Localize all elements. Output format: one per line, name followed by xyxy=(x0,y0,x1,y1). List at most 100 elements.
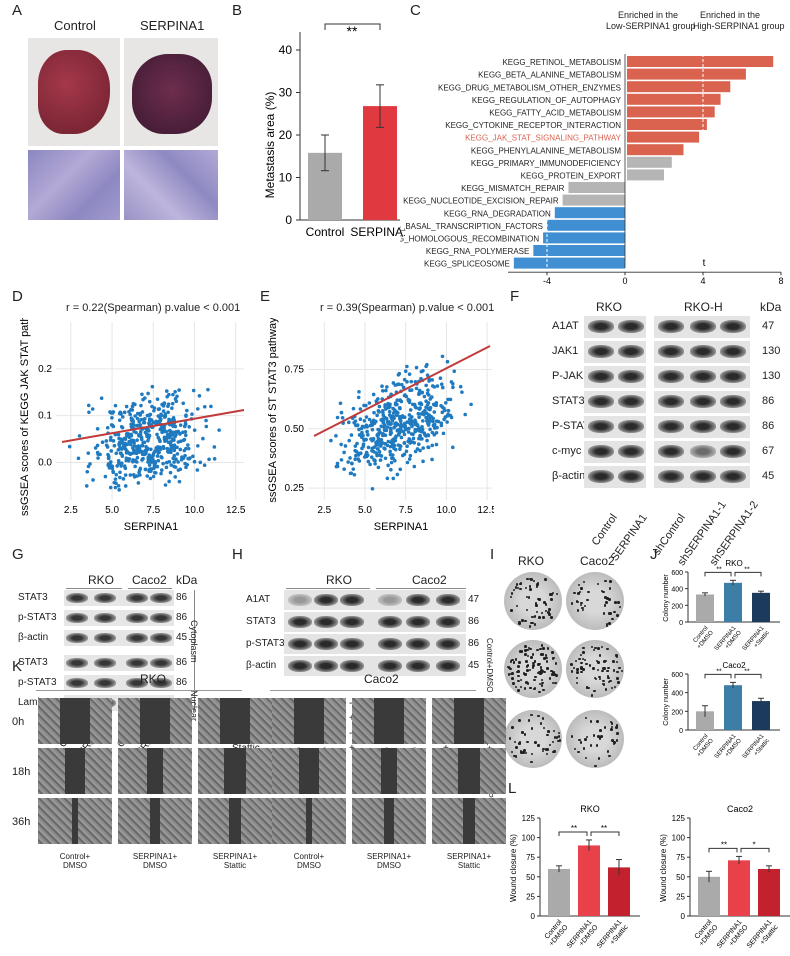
e-point xyxy=(339,458,344,462)
colony xyxy=(530,727,534,730)
colony xyxy=(582,580,586,584)
e-point xyxy=(426,388,430,392)
d-xtick: 7.5 xyxy=(146,505,160,516)
d-point xyxy=(133,458,137,463)
d-point xyxy=(125,449,129,454)
e-point xyxy=(362,425,367,429)
h-group-line xyxy=(376,588,466,589)
d-point xyxy=(209,404,213,409)
e-point xyxy=(409,379,414,384)
l-caco2-sig: * xyxy=(752,840,755,849)
d-point xyxy=(179,457,184,462)
l-caco2-ytick: 75 xyxy=(676,853,685,862)
k-col-label: SERPINA1+ DMSO xyxy=(132,852,178,870)
l-caco2-bar xyxy=(758,868,780,916)
blot-band xyxy=(588,445,614,458)
panel-label-a: A xyxy=(12,2,23,19)
colony xyxy=(604,659,608,663)
d-point xyxy=(118,445,122,450)
blot-band xyxy=(690,445,716,458)
g-lane-bg xyxy=(64,610,174,626)
e-point xyxy=(398,418,403,422)
e-point xyxy=(362,418,367,423)
colony xyxy=(597,757,601,760)
wound-gap xyxy=(294,698,324,744)
d-point xyxy=(176,460,180,464)
e-point xyxy=(353,448,357,453)
g-kda: kDa xyxy=(176,573,198,587)
e-point xyxy=(379,424,383,429)
panel-label-h: H xyxy=(232,546,243,563)
f-band-label: JAK1 xyxy=(552,345,579,357)
d-point xyxy=(121,477,126,481)
e-point xyxy=(334,434,338,438)
e-point xyxy=(399,427,403,432)
j-caco2-ytick: 600 xyxy=(671,672,683,679)
d-point xyxy=(186,446,191,451)
colony xyxy=(597,661,600,664)
e-point xyxy=(413,422,418,427)
d-point xyxy=(171,392,175,397)
wound-gap xyxy=(150,798,160,844)
d-point xyxy=(204,418,208,423)
colony xyxy=(532,664,535,667)
d-point xyxy=(137,419,141,424)
d-point xyxy=(114,451,119,456)
j-rko-ytick: 0 xyxy=(679,620,683,627)
colony xyxy=(601,669,604,673)
colony xyxy=(555,674,558,677)
colony xyxy=(532,579,536,583)
d-point xyxy=(155,464,160,469)
l-caco2-xlabel: SERPINA1+DMSO xyxy=(716,918,750,955)
wound-image xyxy=(38,698,112,744)
e-point xyxy=(351,406,356,411)
colony xyxy=(538,662,541,666)
colony-plate xyxy=(504,640,562,698)
colony xyxy=(578,657,581,661)
h-group-line xyxy=(286,588,370,589)
blot-band xyxy=(340,638,364,650)
colony xyxy=(616,677,619,680)
d-point xyxy=(162,415,167,419)
e-point xyxy=(419,390,424,395)
d-point xyxy=(147,399,152,404)
colony xyxy=(594,677,598,681)
d-point xyxy=(116,484,121,488)
colony xyxy=(533,678,536,682)
f-kda: kDa xyxy=(760,300,782,314)
d-point xyxy=(146,427,150,432)
f-band-label: c-myc xyxy=(552,445,582,457)
e-point xyxy=(388,404,392,409)
e-point xyxy=(383,456,388,461)
blot-band xyxy=(288,660,312,672)
e-point xyxy=(388,426,393,431)
blot-band xyxy=(288,594,312,606)
e-point xyxy=(460,390,464,394)
e-point xyxy=(417,427,422,431)
panel-label-f: F xyxy=(510,288,520,305)
blot-band xyxy=(658,445,684,458)
e-point xyxy=(355,441,359,446)
l-caco2-sig: ** xyxy=(721,840,727,849)
e-point xyxy=(335,461,340,466)
d-point xyxy=(130,408,135,412)
c-pathway-label: KEGG_RETINOL_METABOLISM xyxy=(502,58,621,67)
d-point xyxy=(180,455,184,459)
e-point xyxy=(412,464,417,469)
e-point xyxy=(356,395,361,400)
e-point xyxy=(353,419,358,423)
colony xyxy=(524,586,528,590)
d-point xyxy=(155,449,159,453)
colony xyxy=(527,646,531,650)
e-point xyxy=(376,397,380,401)
colony xyxy=(615,655,619,659)
d-point xyxy=(170,443,175,448)
h-band-label: β-actin xyxy=(246,660,277,671)
l-rko-xlabel: SERPINA1+Stattic xyxy=(596,918,630,955)
blot-band xyxy=(378,638,402,650)
e-point xyxy=(463,412,468,417)
colony xyxy=(542,688,545,692)
colony xyxy=(577,592,580,595)
d-point xyxy=(95,443,100,448)
colony xyxy=(527,719,531,722)
